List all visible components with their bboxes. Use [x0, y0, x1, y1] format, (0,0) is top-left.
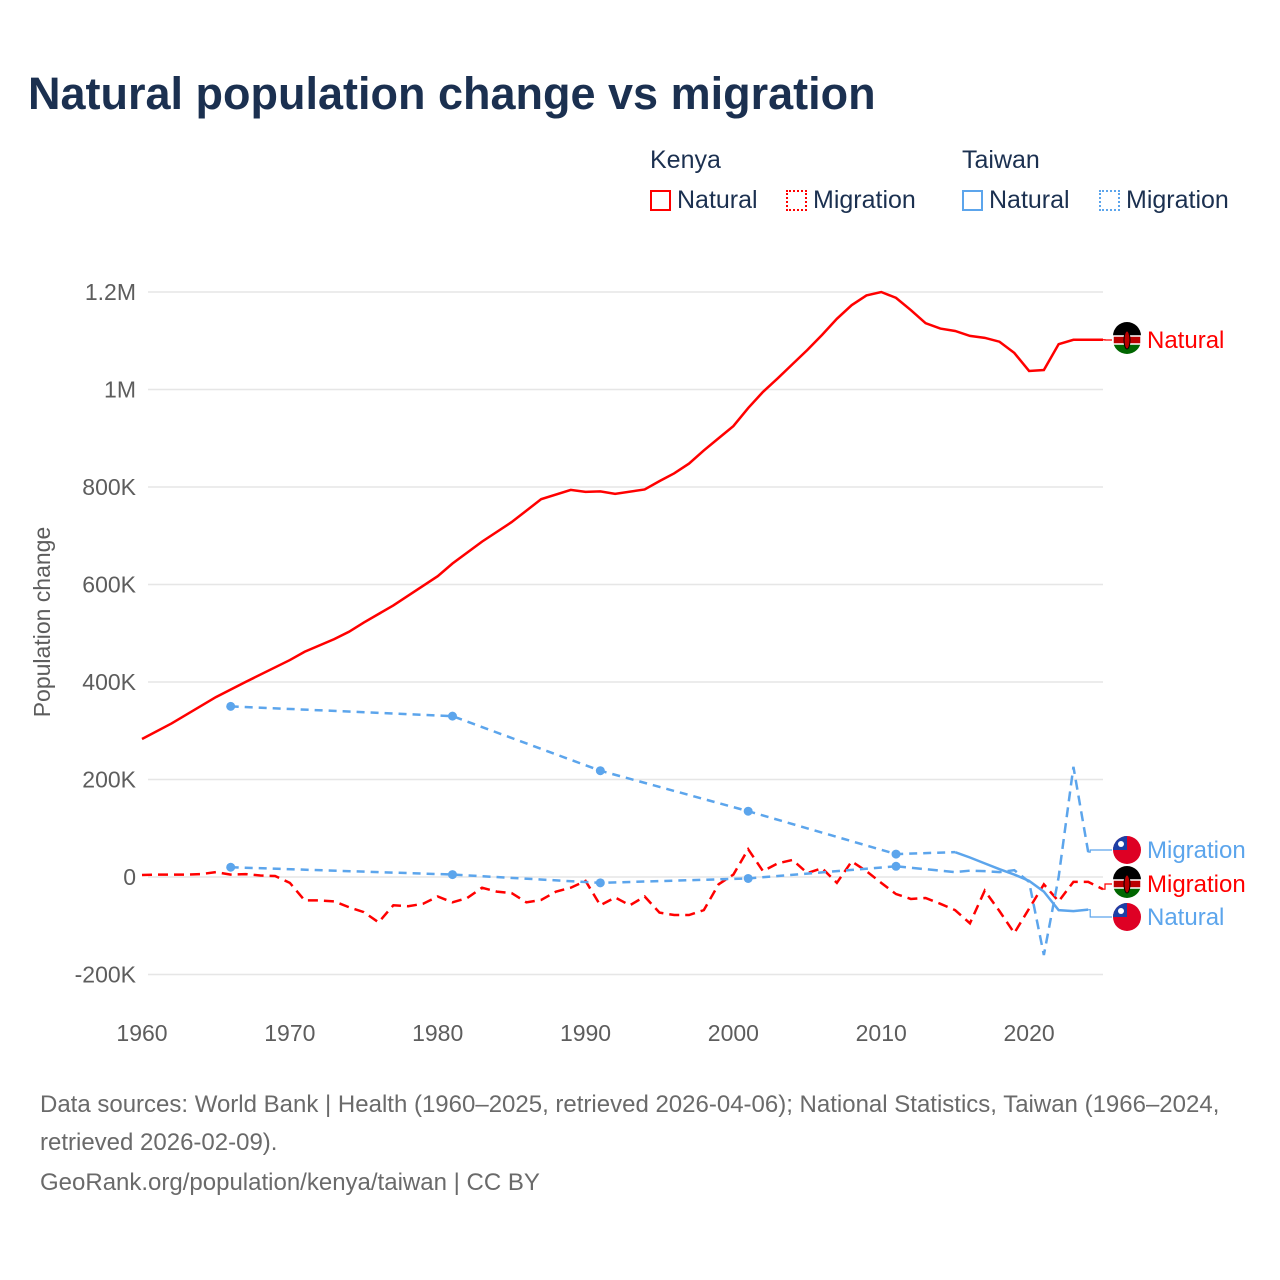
data-point: [891, 849, 901, 859]
line-taiwan-natural: [954, 850, 1089, 913]
x-tick-label: 1980: [412, 1020, 463, 1046]
flag-sun: [1118, 908, 1124, 914]
dotted-swatch-icon: [786, 190, 807, 211]
flag-sun: [1118, 841, 1124, 847]
flag-stripe: [1113, 322, 1141, 336]
chart-title: Natural population change vs migration: [28, 68, 876, 119]
series-end-label: Migration: [1147, 871, 1246, 898]
label-connector: [1088, 909, 1112, 918]
data-point: [447, 870, 457, 880]
y-tick-label: 1.2M: [85, 279, 136, 305]
y-tick-label: -200K: [75, 962, 137, 988]
y-tick-label: 800K: [82, 474, 136, 500]
legend-kenya-natural[interactable]: Natural: [650, 186, 758, 215]
legend-taiwan-migration[interactable]: Migration: [1099, 186, 1229, 215]
x-tick-label: 1960: [116, 1020, 167, 1046]
data-point: [595, 878, 605, 888]
series-end-label: Natural: [1147, 904, 1224, 931]
y-tick-label: 600K: [82, 572, 136, 598]
x-tick-label: 1990: [560, 1020, 611, 1046]
legend-taiwan-natural[interactable]: Natural: [962, 186, 1070, 215]
x-tick-label: 2020: [1003, 1020, 1054, 1046]
series-end-label: Migration: [1147, 837, 1246, 864]
data-point: [743, 873, 753, 883]
data-sources: Data sources: World Bank | Health (1960–…: [40, 1091, 1220, 1156]
series-end-label: Natural: [1147, 327, 1224, 354]
line-taiwan-natural-sparse: [230, 705, 956, 856]
y-axis-label: Population change: [29, 527, 55, 718]
solid-swatch-icon: [962, 190, 983, 211]
y-tick-label: 400K: [82, 669, 136, 695]
flag-stripe: [1113, 866, 1141, 880]
legend-kenya-title: Kenya: [650, 146, 721, 174]
line-taiwan-migration: [895, 766, 1090, 956]
flag-shield: [1123, 874, 1131, 894]
legend-taiwan-title: Taiwan: [962, 146, 1040, 174]
solid-swatch-icon: [650, 190, 671, 211]
data-point: [447, 711, 457, 721]
y-tick-label: 0: [123, 864, 136, 890]
x-tick-label: 2000: [708, 1020, 759, 1046]
x-tick-label: 2010: [856, 1020, 907, 1046]
data-point: [226, 701, 236, 711]
line-taiwan-migration-sparse: [230, 865, 897, 885]
legend-label: Migration: [813, 186, 916, 214]
line-kenya-natural: [141, 290, 1103, 741]
flag-shield: [1123, 330, 1131, 350]
legend-label: Migration: [1126, 186, 1229, 214]
data-point: [891, 861, 901, 871]
data-point: [226, 862, 236, 872]
label-connector: [1103, 883, 1112, 890]
legend-kenya-migration[interactable]: Migration: [786, 186, 916, 215]
legend-label: Natural: [677, 186, 758, 214]
credit-link[interactable]: GeoRank.org/population/kenya/taiwan | CC…: [40, 1169, 540, 1196]
legend-label: Natural: [989, 186, 1070, 214]
data-point: [743, 806, 753, 816]
label-connector: [1088, 849, 1112, 853]
x-tick-label: 1970: [264, 1020, 315, 1046]
dotted-swatch-icon: [1099, 190, 1120, 211]
data-point: [595, 766, 605, 776]
y-tick-label: 200K: [82, 767, 136, 793]
line-kenya-migration: [141, 846, 1104, 936]
y-tick-label: 1M: [104, 377, 136, 403]
plot-area: -200K 0 200K 400K 600K 800K 1M 1.2M 1960 1970 1980…: [29, 279, 1246, 1046]
